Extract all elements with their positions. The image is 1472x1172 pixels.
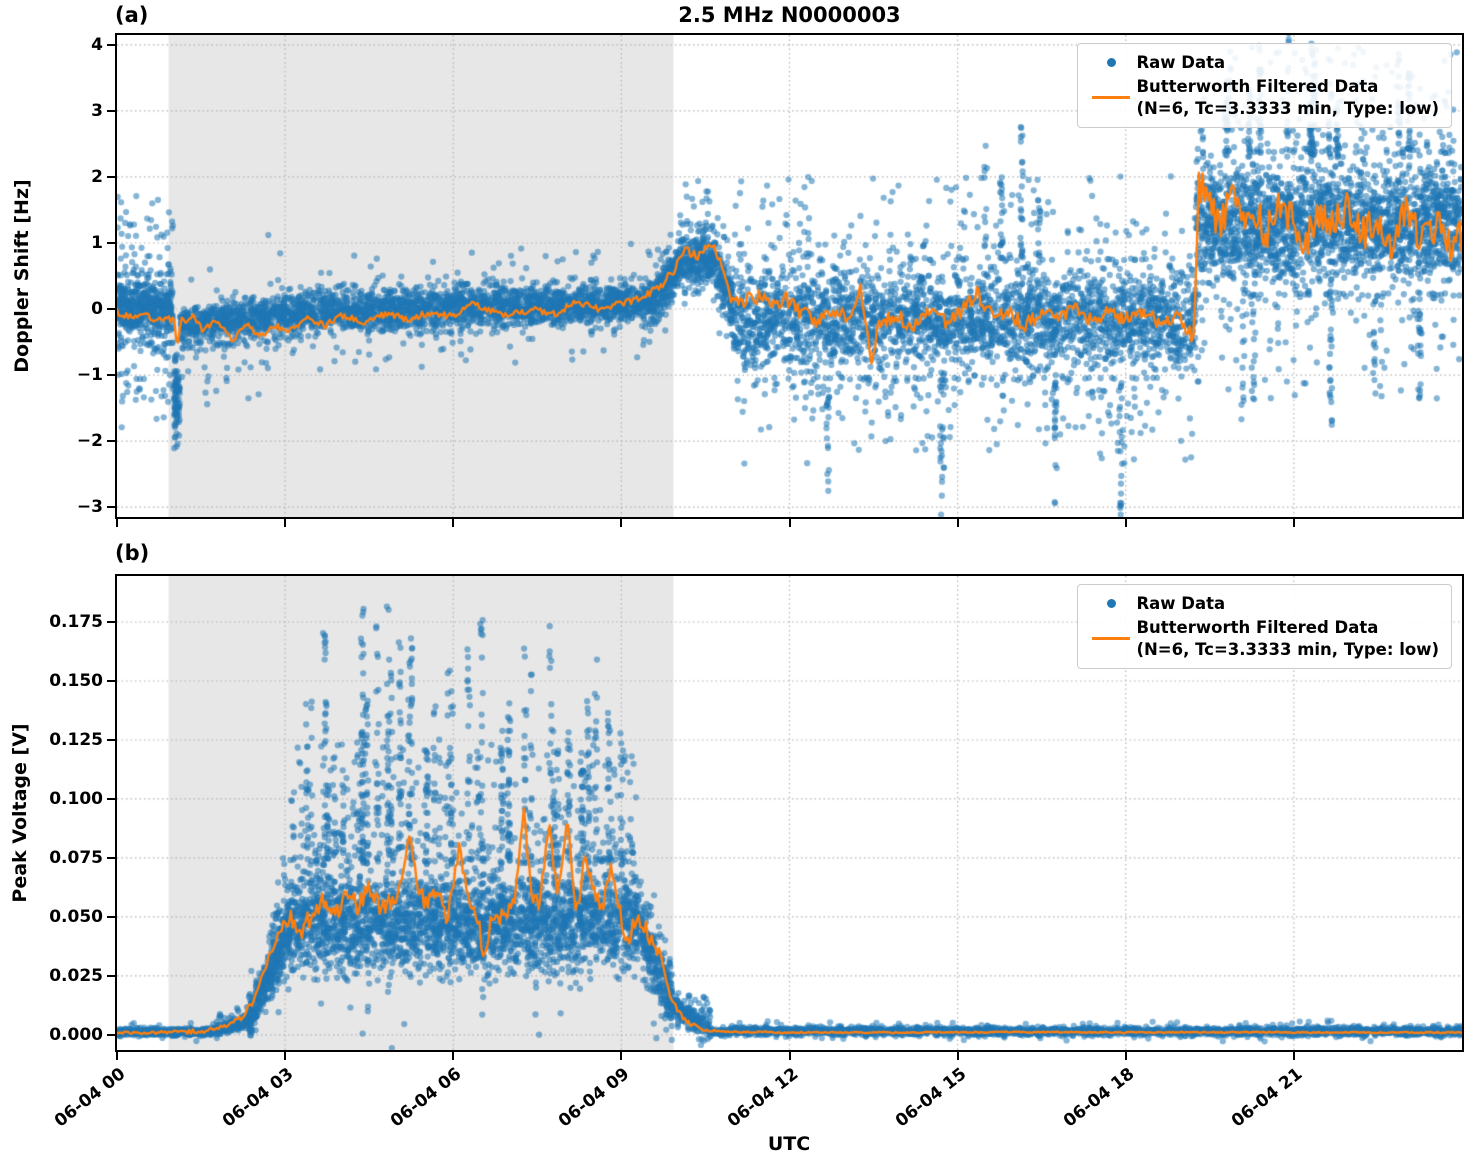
y-tick-label: 0.125 [49,729,103,750]
y-tick-label: 0.075 [49,847,103,868]
x-tick-mark [1292,1052,1295,1060]
panel-a-label: (a) [115,3,149,27]
figure-title: 2.5 MHz N0000003 [678,3,901,27]
legend-filtered-label: Butterworth Filtered Data (N=6, Tc=3.333… [1136,617,1439,661]
y-tick-mark [107,679,115,682]
x-tick-label: 06-04 09 [555,1064,634,1132]
y-tick-mark [107,974,115,977]
x-tick-mark [116,1052,118,1060]
panel-b-label: (b) [115,541,150,565]
filtered-line-icon [1086,95,1136,100]
y-tick-label: 0.150 [49,670,103,691]
y-tick-label: 0.000 [49,1024,103,1045]
y-tick-mark [107,109,115,112]
y-tick-mark [107,856,115,859]
legend-item-raw: Raw Data [1086,52,1439,74]
x-tick-mark [956,1052,959,1060]
legend-item-filtered: Butterworth Filtered Data (N=6, Tc=3.333… [1086,76,1439,120]
y-tick-mark [107,440,115,443]
y-tick-label: 0.100 [49,788,103,809]
y-tick-label: 3 [91,100,103,121]
y-tick-label: 2 [91,166,103,187]
legend-filtered-label: Butterworth Filtered Data (N=6, Tc=3.333… [1136,76,1439,120]
filtered-line-icon [1086,636,1136,641]
x-tick-label: 06-04 18 [1059,1064,1139,1132]
legend-item-raw: Raw Data [1086,593,1439,615]
x-tick-mark [1292,519,1295,527]
legend-raw-label: Raw Data [1136,594,1226,613]
panel-a-axes: Raw Data Butterworth Filtered Data (N=6,… [115,33,1464,519]
raw-data-dot-icon [1086,58,1136,68]
y-tick-label: −1 [76,365,103,386]
x-tick-label: 06-04 12 [723,1064,802,1132]
panel-b-legend: Raw Data Butterworth Filtered Data (N=6,… [1077,584,1452,670]
x-tick-mark [1124,1052,1127,1060]
y-tick-mark [107,797,115,800]
y-tick-label: −2 [76,431,103,452]
x-tick-mark [956,519,959,527]
y-tick-mark [107,1033,115,1036]
x-tick-label: 06-04 00 [50,1064,130,1132]
y-tick-label: 4 [91,34,103,55]
filtered-line-icon [1092,95,1131,100]
y-tick-mark [107,43,115,46]
y-tick-mark [107,175,115,178]
panel-a-y-axis-label: Doppler Shift [Hz] [11,179,33,373]
y-tick-mark [107,374,115,377]
x-tick-mark [788,1052,791,1060]
y-tick-label: −3 [76,497,103,518]
x-tick-mark [116,519,118,527]
panel-a-legend: Raw Data Butterworth Filtered Data (N=6,… [1077,43,1452,129]
raw-data-dot-icon [1106,599,1116,609]
x-tick-mark [452,519,455,527]
legend-filtered-line2: (N=6, Tc=3.3333 min, Type: low) [1136,639,1439,659]
legend-item-filtered: Butterworth Filtered Data (N=6, Tc=3.333… [1086,617,1439,661]
y-tick-mark [107,241,115,244]
y-tick-label: 0.050 [49,906,103,927]
filtered-line-icon [1092,636,1131,641]
x-tick-mark [284,519,287,527]
x-axis-label: UTC [767,1133,811,1155]
x-tick-mark [284,1052,287,1060]
y-tick-label: 0.175 [49,612,103,632]
y-tick-label: 0.025 [49,965,103,986]
x-tick-mark [1124,519,1127,527]
y-tick-mark [107,308,115,310]
panel-b-axes: Raw Data Butterworth Filtered Data (N=6,… [115,574,1464,1052]
legend-filtered-line1: Butterworth Filtered Data [1136,617,1379,637]
legend-filtered-line1: Butterworth Filtered Data [1136,76,1379,96]
x-tick-mark [620,519,623,527]
y-tick-label: 0 [91,299,103,319]
y-tick-label: 1 [91,232,103,253]
x-tick-mark [620,1052,623,1060]
x-tick-label: 06-04 06 [387,1064,466,1132]
raw-data-dot-icon [1086,599,1136,609]
x-tick-mark [788,519,791,527]
x-tick-mark [452,1052,455,1060]
raw-data-dot-icon [1106,58,1116,68]
x-tick-label: 06-04 21 [1227,1064,1307,1132]
x-tick-label: 06-04 15 [891,1064,970,1132]
y-tick-mark [107,621,115,623]
y-tick-mark [107,506,115,509]
x-tick-label: 06-04 03 [218,1064,298,1132]
y-tick-mark [107,738,115,741]
y-tick-mark [107,915,115,918]
legend-filtered-line2: (N=6, Tc=3.3333 min, Type: low) [1136,98,1439,118]
panel-b-y-axis-label: Peak Voltage [V] [9,723,31,903]
legend-raw-label: Raw Data [1136,53,1226,72]
